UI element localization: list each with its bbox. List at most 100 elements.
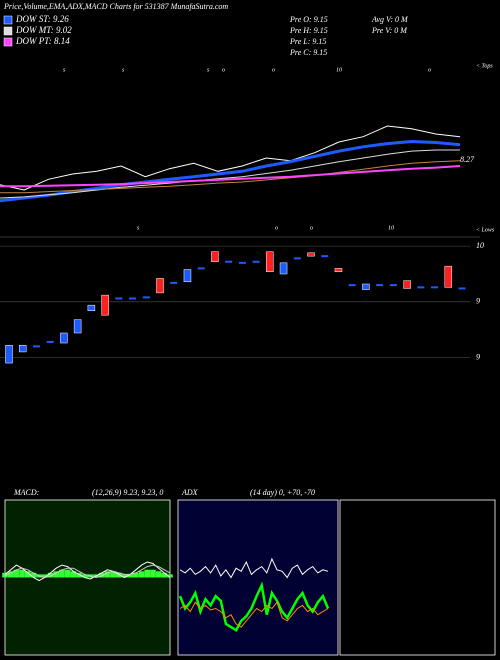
- candle: [142, 296, 150, 299]
- histogram-bar: [127, 574, 133, 578]
- candle: [321, 255, 329, 258]
- line: [0, 139, 461, 203]
- top-mark: 10: [336, 67, 342, 73]
- candle: [211, 251, 219, 262]
- candle: [417, 286, 425, 289]
- bottom-mark: o: [275, 225, 278, 231]
- top-mark: s: [63, 67, 66, 73]
- candle: [458, 287, 466, 290]
- y-tick-label: 9: [476, 352, 480, 361]
- histogram-bar: [110, 571, 116, 578]
- candle: [115, 297, 123, 300]
- histogram-bar: [144, 569, 151, 578]
- line: [0, 160, 461, 194]
- histogram-bar: [76, 572, 82, 578]
- top-mark: o: [222, 67, 225, 73]
- candle: [46, 340, 54, 343]
- histogram-bar: [138, 571, 145, 578]
- candle: [266, 251, 274, 272]
- histogram-bar: [121, 574, 128, 578]
- top-mark: s: [207, 67, 210, 73]
- top-mark: o: [428, 67, 431, 73]
- adx-label: ADX: [181, 488, 199, 497]
- pre-high: Pre H: 9.15: [289, 26, 328, 35]
- empty-panel: [339, 499, 496, 656]
- bottom-mark: s: [137, 225, 140, 231]
- candle: [444, 265, 453, 288]
- candle: [293, 257, 301, 260]
- line: [0, 125, 461, 191]
- adx-params: (14 day) 0, +70, -70: [250, 488, 315, 497]
- candle: [32, 345, 40, 348]
- histogram-bar: [30, 572, 37, 578]
- legend-label: DOW MT: 9.02: [15, 25, 72, 35]
- histogram-bar: [59, 569, 65, 578]
- candle: [129, 297, 137, 300]
- legend-label: DOW PT: 8.14: [15, 36, 70, 46]
- pre-close: Pre C: 9.15: [289, 48, 327, 57]
- top-mark: s: [122, 67, 125, 73]
- candle: [170, 281, 178, 284]
- candle: [279, 262, 288, 275]
- line: [4, 561, 171, 582]
- chart-title: Price,Volume,EMA,ADX,MACD Charts for 531…: [3, 2, 228, 11]
- pre-low: Pre L: 9.15: [289, 37, 326, 46]
- line: [4, 564, 171, 579]
- candle: [307, 252, 315, 257]
- candle: [431, 286, 439, 289]
- candle: [183, 269, 192, 283]
- candle: [225, 260, 233, 263]
- histogram-bar: [70, 571, 77, 578]
- pre-volume: Pre V: 0 M: [371, 26, 408, 35]
- histogram-bar: [7, 571, 14, 578]
- candle: [252, 260, 260, 263]
- legend-swatch: [3, 26, 13, 36]
- histogram-bar: [13, 569, 20, 578]
- histogram-bar: [161, 572, 168, 578]
- candle: [238, 261, 246, 264]
- histogram-bar: [19, 569, 25, 578]
- candle: [334, 268, 343, 272]
- bottom-mark: o: [310, 225, 313, 231]
- line: [0, 149, 460, 199]
- macd-params: (12,26,9) 9.23, 9.23, 0: [92, 488, 163, 497]
- histogram-bar: [64, 569, 71, 578]
- candle: [5, 345, 13, 364]
- histogram-bar: [42, 574, 48, 578]
- histogram-bar: [24, 571, 31, 578]
- candle: [348, 284, 356, 287]
- histogram-bar: [81, 574, 88, 578]
- candle: [73, 319, 82, 334]
- top-mark: o: [272, 67, 275, 73]
- macd-label: MACD:: [13, 488, 40, 497]
- y-tick-label: 9: [476, 297, 480, 306]
- candle: [197, 267, 205, 270]
- candle: [87, 304, 96, 311]
- line: [179, 557, 329, 579]
- histogram-bar: [150, 569, 156, 578]
- candle: [403, 280, 411, 289]
- candle: [156, 278, 164, 294]
- histogram-bar: [115, 572, 122, 578]
- histogram-bar: [2, 572, 8, 578]
- histogram-bar: [98, 572, 105, 578]
- price-label: 8.27: [460, 155, 475, 164]
- candle: [376, 284, 384, 287]
- pre-open: Pre O: 9.15: [289, 15, 328, 24]
- avg-volume: Avg V: 0 M: [371, 15, 409, 24]
- histogram-bar: [155, 571, 162, 578]
- bottom-mark: 10: [388, 225, 394, 231]
- lows-label: < Lows: [476, 227, 495, 233]
- candle: [389, 284, 397, 287]
- candle: [101, 294, 109, 316]
- line: [178, 581, 330, 632]
- tops-label: < Tops: [476, 63, 493, 69]
- histogram-bar: [133, 572, 139, 578]
- legend-swatch: [3, 15, 13, 25]
- adx-panel: [177, 499, 339, 656]
- candle: [18, 345, 27, 353]
- candle: [362, 283, 370, 290]
- y-tick-label: 10: [476, 241, 484, 250]
- histogram-bar: [104, 571, 111, 578]
